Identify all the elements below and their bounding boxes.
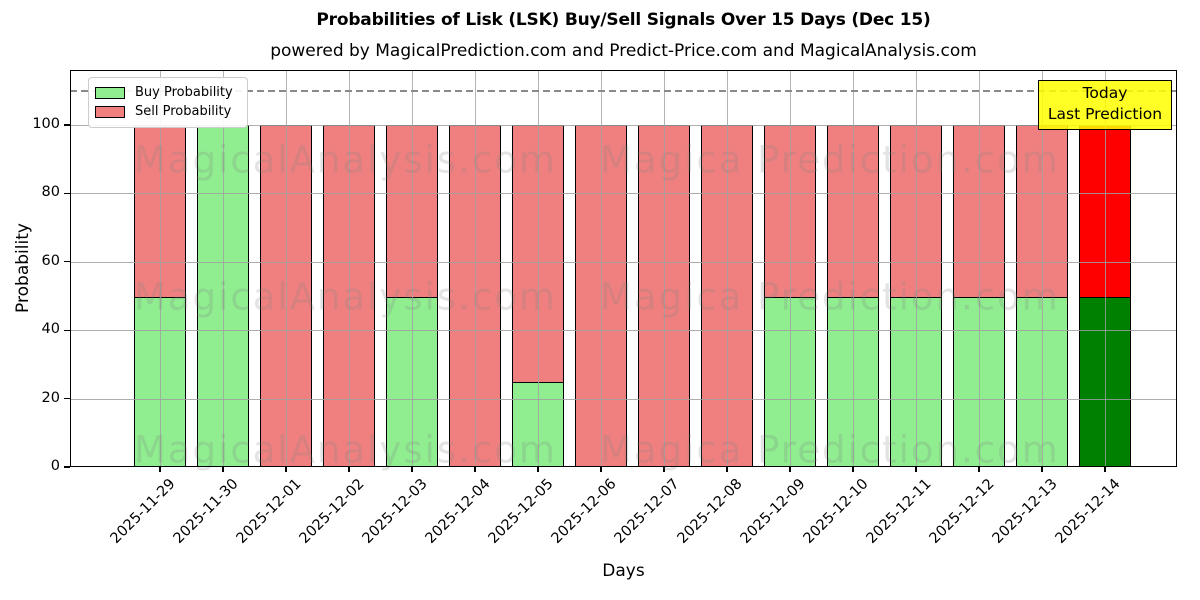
plot-area: Buy Probability Sell Probability Today L… <box>70 70 1177 472</box>
y-gridline <box>70 261 1177 263</box>
x-gridline <box>1041 70 1043 467</box>
x-tick-label: 2025-12-09 <box>737 476 809 547</box>
x-tick-label: 2025-12-12 <box>926 476 998 547</box>
today-annotation: Today Last Prediction <box>1038 80 1172 130</box>
buy-swatch-icon <box>95 86 125 99</box>
x-gridline <box>159 70 161 467</box>
x-tick-label: 2025-12-11 <box>863 476 935 547</box>
x-tick-mark <box>474 467 476 472</box>
y-tick-mark <box>64 329 70 331</box>
y-tick-label: 60 <box>41 252 60 269</box>
y-tick-label: 80 <box>41 184 60 201</box>
x-tick-mark <box>789 467 791 472</box>
x-gridline <box>222 70 224 467</box>
x-gridline <box>474 70 476 467</box>
x-gridline <box>978 70 980 467</box>
legend: Buy Probability Sell Probability <box>88 77 248 128</box>
x-tick-mark <box>411 467 413 472</box>
sell-swatch-icon <box>95 105 125 118</box>
x-axis-label: Days <box>602 561 645 581</box>
x-tick-mark <box>600 467 602 472</box>
watermark-left: MagicalAnalysis.com <box>134 275 557 319</box>
x-tick-label: 2025-12-01 <box>233 476 305 547</box>
x-tick-mark <box>852 467 854 472</box>
legend-item-sell: Sell Probability <box>95 102 239 121</box>
y-gridline <box>70 398 1177 400</box>
x-gridline <box>726 70 728 467</box>
y-tick-label: 40 <box>41 321 60 338</box>
x-gridline <box>348 70 350 467</box>
x-tick-label: 2025-12-03 <box>359 476 431 547</box>
x-tick-label: 2025-12-07 <box>611 476 683 547</box>
x-tick-label: 2025-12-08 <box>674 476 746 547</box>
watermark-left: MagicalAnalysis.com <box>134 138 557 182</box>
x-gridline <box>1104 70 1106 467</box>
dashed-threshold-line <box>70 90 1177 92</box>
x-gridline <box>663 70 665 467</box>
x-tick-mark <box>285 467 287 472</box>
x-tick-label: 2025-12-10 <box>800 476 872 547</box>
x-tick-mark <box>663 467 665 472</box>
today-annotation-line1: Today <box>1082 84 1128 102</box>
y-tick-mark <box>64 124 70 126</box>
x-tick-mark <box>348 467 350 472</box>
y-tick-label: 100 <box>32 116 60 132</box>
x-tick-label: 2025-12-05 <box>485 476 557 547</box>
y-gridline <box>70 125 1177 126</box>
y-tick-mark <box>64 466 70 468</box>
x-tick-mark <box>726 467 728 472</box>
x-tick-mark <box>978 467 980 472</box>
x-gridline <box>789 70 791 467</box>
chart-subtitle: powered by MagicalPrediction.com and Pre… <box>270 41 977 61</box>
x-tick-label: 2025-12-04 <box>422 476 494 547</box>
x-tick-mark <box>159 467 161 472</box>
y-tick-label: 20 <box>41 389 60 406</box>
y-gridline <box>70 330 1177 332</box>
x-tick-label: 2025-12-02 <box>296 476 368 547</box>
x-gridline <box>915 70 917 467</box>
x-tick-mark <box>1104 467 1106 472</box>
x-tick-label: 2025-12-06 <box>548 476 620 547</box>
x-tick-label: 2025-12-13 <box>989 476 1061 547</box>
y-tick-mark <box>64 397 70 400</box>
watermark-right: Magica Prediction.com <box>600 428 1060 472</box>
legend-item-buy: Buy Probability <box>95 83 239 102</box>
x-tick-mark <box>537 467 539 472</box>
legend-label-sell: Sell Probability <box>135 104 232 119</box>
x-gridline <box>600 70 602 467</box>
x-gridline <box>411 70 413 467</box>
x-tick-label: 2025-11-29 <box>107 476 179 547</box>
today-annotation-line2: Last Prediction <box>1047 104 1163 123</box>
x-tick-mark <box>222 467 224 472</box>
x-tick-label: 2025-12-14 <box>1052 476 1124 547</box>
chart-title: Probabilities of Lisk (LSK) Buy/Sell Sig… <box>316 10 931 30</box>
y-tick-mark <box>64 261 70 263</box>
y-tick-mark <box>64 192 70 195</box>
watermark-right: Magica Prediction.com <box>600 138 1060 182</box>
legend-label-buy: Buy Probability <box>135 85 233 100</box>
y-gridline <box>70 193 1177 195</box>
y-tick-label: 0 <box>50 458 60 474</box>
watermark-right: Magica Prediction.com <box>600 275 1060 319</box>
x-tick-mark <box>1041 467 1043 472</box>
x-gridline <box>852 70 854 467</box>
x-tick-mark <box>915 467 917 472</box>
x-gridline <box>537 70 539 467</box>
x-gridline <box>285 70 287 467</box>
watermark-left: MagicalAnalysis.com <box>134 428 557 472</box>
x-tick-label: 2025-11-30 <box>170 476 242 547</box>
